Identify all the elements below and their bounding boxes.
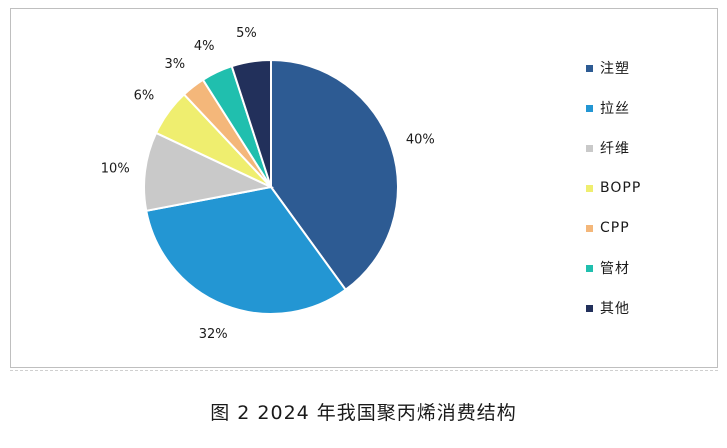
legend-label: 纤维 [600,141,630,157]
legend-item-3: 纤维 [586,138,630,158]
legend-label: 管材 [600,261,630,277]
legend-swatch [586,264,593,272]
legend-item-6: 管材 [586,258,630,278]
legend-label: 注塑 [600,61,630,77]
legend-item-5: CPP [586,218,630,238]
pie-slice-3 [143,131,275,212]
legend-swatch [586,144,593,152]
legend-swatch [586,64,593,72]
figure-caption: 图 2 2024 年我国聚丙烯消费结构 [210,402,517,424]
legend-item-1: 注塑 [586,58,630,78]
data-label-7: 5% [236,26,257,41]
data-label-3: 10% [101,161,130,176]
legend-item-2: 拉丝 [586,98,630,118]
pie-slice-1 [270,58,399,292]
pie-data-labels: 40% 32% 10% 6% 3% 4% 5% [101,26,435,342]
legend-swatch [586,224,593,232]
frame-underline [10,370,718,371]
data-label-6: 4% [194,39,215,54]
data-label-5: 3% [164,57,185,72]
pie-slice-7 [230,58,272,188]
data-label-4: 6% [134,89,155,104]
data-label-2: 32% [199,327,228,342]
legend-item-7: 其他 [586,298,630,318]
pie-slices [143,58,399,315]
legend-label: BOPP [600,180,642,196]
legend-label: 拉丝 [600,101,630,117]
legend-label: CPP [600,220,630,236]
legend-swatch [586,304,593,312]
legend-label: 其他 [600,301,630,317]
legend-item-4: BOPP [586,178,641,198]
pie-slice-2 [145,185,348,315]
data-label-1: 40% [406,132,435,147]
legend-swatch [586,184,593,192]
legend-swatch [586,104,593,112]
